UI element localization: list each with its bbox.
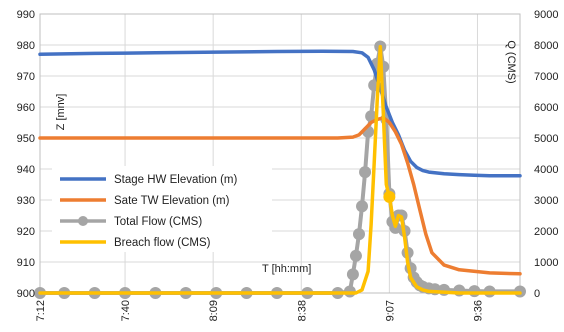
series-layer [34,40,526,299]
left-tick-label: 960 [17,102,35,114]
series-1 [38,116,522,276]
legend-label: Breach flow (CMS) [114,237,211,249]
legend-item: Breach flow (CMS) [60,237,211,249]
series-3 [38,44,522,295]
left-tick-label: 940 [17,164,35,176]
right-tick-label: 0 [534,288,540,300]
series-marker [468,285,481,298]
right-tick-label: 9000 [534,9,558,21]
right-tick-label: 3000 [534,195,558,207]
series-marker [349,249,362,262]
right-axis-ticks: 0 1000 2000 3000 4000 5000 6000 7000 8000 9000 [534,9,558,300]
series-0 [38,49,522,178]
right-tick-label: 2000 [534,226,558,238]
right-tick-label: 6000 [534,102,558,114]
right-axis-title: Q (CMS) [505,40,517,83]
left-tick-label: 970 [17,71,35,83]
series-marker [383,190,396,203]
left-tick-label: 930 [17,195,35,207]
right-tick-label: 8000 [534,40,558,52]
series-line [38,44,522,295]
legend-item: Total Flow (CMS) [60,216,202,228]
legend-marker [78,216,88,226]
left-tick-label: 920 [17,226,35,238]
legend-label: Stage HW Elevation (m) [114,174,238,186]
left-tick-label: 990 [17,9,35,21]
left-tick-label: 910 [17,257,35,269]
x-axis-ticks: 7:12 7:40 8:09 8:38 9:07 9:36 [35,300,484,321]
right-tick-label: 1000 [534,257,558,269]
series-marker [352,228,365,241]
series-line [38,49,522,178]
left-tick-label: 900 [17,288,35,300]
legend-item: Sate TW Elevation (m) [60,195,230,207]
left-tick-label: 950 [17,133,35,145]
legend-item: Stage HW Elevation (m) [60,174,238,186]
series-marker [356,200,369,213]
series-marker [346,268,359,281]
x-tick-label: 7:40 [120,300,132,321]
x-tick-label: 9:36 [472,300,484,321]
series-marker [359,166,372,179]
right-tick-label: 7000 [534,71,558,83]
legend-label: Sate TW Elevation (m) [114,195,230,207]
series-line [38,116,522,276]
x-axis-title: T [hh:mm] [262,263,311,275]
x-tick-label: 8:38 [296,300,308,321]
left-tick-label: 980 [17,40,35,52]
x-tick-label: 7:12 [35,300,47,321]
left-axis-ticks: 900 910 920 930 940 950 960 970 980 990 [17,9,35,300]
right-tick-label: 5000 [534,133,558,145]
legend: Stage HW Elevation (m) Sate TW Elevation … [52,166,272,252]
right-tick-label: 4000 [534,164,558,176]
left-axis-title: Z [mnv] [55,94,67,131]
x-tick-label: 9:07 [384,300,396,321]
legend-label: Total Flow (CMS) [114,216,202,228]
x-tick-label: 8:09 [208,300,220,321]
